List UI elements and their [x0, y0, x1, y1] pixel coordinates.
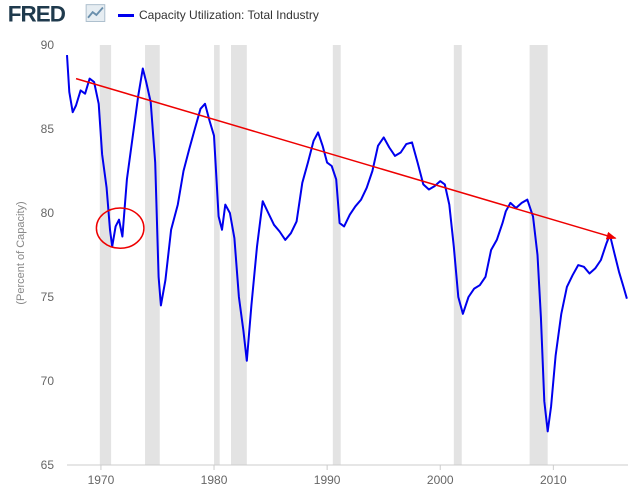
y-tick-label: 80 — [41, 206, 55, 220]
y-tick-label: 70 — [41, 374, 55, 388]
annotations — [75, 77, 617, 250]
trend-arrow — [75, 77, 617, 240]
series-line-0 — [66, 55, 628, 433]
legend-swatch — [118, 13, 134, 17]
axes — [67, 464, 628, 470]
fred-logo-chart-icon — [85, 4, 106, 22]
x-tick-label: 1980 — [201, 473, 228, 487]
recession-band-2 — [214, 45, 220, 465]
legend-label: Capacity Utilization: Total Industry — [139, 8, 319, 22]
y-tick-labels: 65 70 75 80 85 90 — [41, 38, 55, 472]
y-axis-title: (Percent of Capacity) — [15, 201, 27, 304]
x-tick-label: 1990 — [314, 473, 341, 487]
y-tick-label: 90 — [41, 38, 55, 52]
fred-logo-text: FRED — [8, 1, 66, 26]
x-tick-label: 1970 — [88, 473, 115, 487]
x-tick-label: 2010 — [540, 473, 567, 487]
recession-bands — [99, 45, 548, 465]
recession-band-0 — [99, 45, 112, 465]
recession-band-3 — [231, 45, 247, 465]
y-tick-label: 65 — [41, 458, 55, 472]
series-layer — [66, 55, 628, 433]
y-tick-label: 85 — [41, 122, 55, 136]
recession-band-5 — [453, 45, 462, 465]
x-tick-label: 2000 — [427, 473, 454, 487]
x-tick-labels: 1970 1980 1990 2000 2010 — [88, 473, 567, 487]
recession-band-1 — [145, 45, 160, 465]
fred-logo: FRED — [8, 1, 106, 26]
y-tick-label: 75 — [41, 290, 55, 304]
highlight-circle — [95, 207, 145, 250]
chart-legend: Capacity Utilization: Total Industry — [118, 7, 319, 23]
recession-band-4 — [332, 45, 341, 465]
